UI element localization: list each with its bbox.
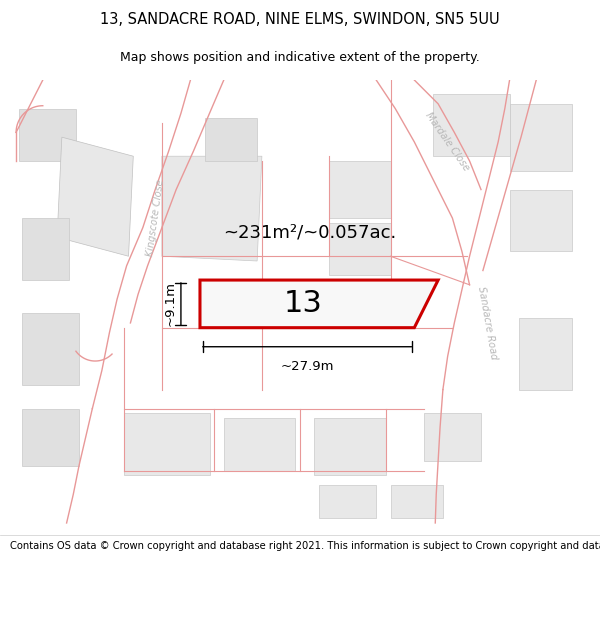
Bar bbox=[224, 418, 295, 471]
Bar bbox=[22, 409, 79, 466]
Polygon shape bbox=[162, 156, 262, 261]
Text: ~231m²/~0.057ac.: ~231m²/~0.057ac. bbox=[223, 223, 396, 241]
Text: Contains OS data © Crown copyright and database right 2021. This information is : Contains OS data © Crown copyright and d… bbox=[10, 541, 600, 551]
Text: Sandacre Road: Sandacre Road bbox=[476, 286, 499, 360]
Text: ~27.9m: ~27.9m bbox=[280, 360, 334, 373]
Text: 13, SANDACRE ROAD, NINE ELMS, SWINDON, SN5 5UU: 13, SANDACRE ROAD, NINE ELMS, SWINDON, S… bbox=[100, 12, 500, 27]
Bar bbox=[433, 94, 509, 156]
Text: Mardale Close: Mardale Close bbox=[424, 111, 472, 173]
Text: Map shows position and indicative extent of the property.: Map shows position and indicative extent… bbox=[120, 51, 480, 64]
Text: Kingscote Close: Kingscote Close bbox=[145, 179, 166, 258]
Bar bbox=[124, 413, 209, 476]
Bar bbox=[314, 418, 386, 476]
Bar bbox=[22, 313, 79, 385]
Bar bbox=[329, 161, 391, 218]
Polygon shape bbox=[200, 280, 438, 328]
Polygon shape bbox=[57, 137, 133, 256]
Bar bbox=[319, 485, 376, 518]
Bar bbox=[22, 218, 70, 280]
Text: ~9.1m: ~9.1m bbox=[163, 281, 176, 326]
Bar bbox=[329, 223, 391, 275]
Text: 13: 13 bbox=[284, 289, 323, 318]
Bar bbox=[424, 413, 481, 461]
Bar bbox=[19, 109, 76, 161]
Bar bbox=[205, 118, 257, 161]
Bar bbox=[391, 485, 443, 518]
Bar bbox=[519, 318, 572, 389]
Bar bbox=[509, 104, 571, 171]
Bar bbox=[509, 189, 571, 251]
